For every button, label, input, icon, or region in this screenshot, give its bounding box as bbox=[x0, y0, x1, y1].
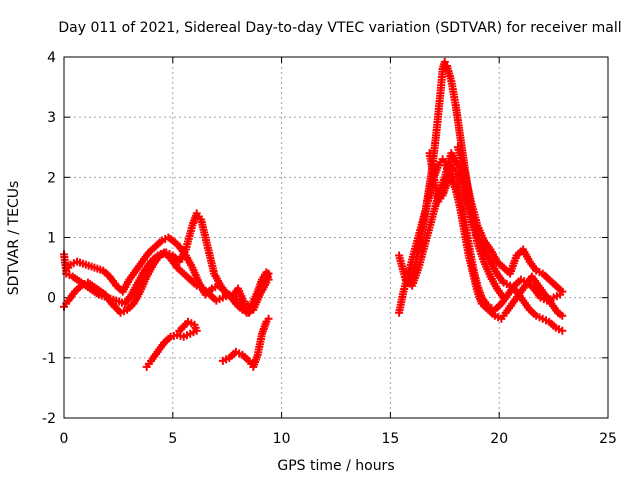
satellite-track-9 bbox=[453, 143, 567, 296]
x-tick-label: 25 bbox=[599, 431, 617, 447]
x-axis-label: GPS time / hours bbox=[277, 458, 394, 474]
y-axis-label: SDTVAR / TECUs bbox=[6, 181, 22, 296]
chart-title: Day 011 of 2021, Sidereal Day-to-day VTE… bbox=[58, 20, 621, 36]
satellite-track-5 bbox=[218, 314, 273, 371]
x-tick-label: 0 bbox=[60, 431, 69, 447]
y-tick-label: 1 bbox=[47, 231, 56, 247]
y-tick-label: 0 bbox=[47, 291, 56, 307]
data-series bbox=[60, 57, 567, 371]
x-tick-label: 5 bbox=[168, 431, 177, 447]
data-point bbox=[556, 290, 565, 299]
satellite-track-3 bbox=[62, 248, 273, 317]
data-point bbox=[264, 314, 273, 323]
satellite-track-4 bbox=[142, 317, 201, 371]
data-point bbox=[264, 269, 273, 278]
data-point bbox=[440, 57, 449, 66]
x-tick-label: 20 bbox=[490, 431, 508, 447]
x-tick-label: 10 bbox=[273, 431, 291, 447]
y-tick-label: 3 bbox=[47, 110, 56, 126]
x-tick-label: 15 bbox=[381, 431, 399, 447]
data-point bbox=[558, 311, 567, 320]
satellite-track-8 bbox=[395, 149, 567, 335]
y-tick-label: -1 bbox=[42, 351, 56, 367]
satellite-track-10 bbox=[425, 149, 565, 314]
data-point bbox=[175, 326, 184, 335]
data-point bbox=[558, 326, 567, 335]
y-tick-label: 2 bbox=[47, 170, 56, 186]
axis-ticks: 0 5 10 15 20 25 -2 -1 0 1 2 3 4 bbox=[42, 50, 617, 447]
plot-frame bbox=[63, 56, 609, 419]
y-tick-label: 4 bbox=[47, 50, 56, 66]
y-tick-label: -2 bbox=[42, 411, 56, 427]
